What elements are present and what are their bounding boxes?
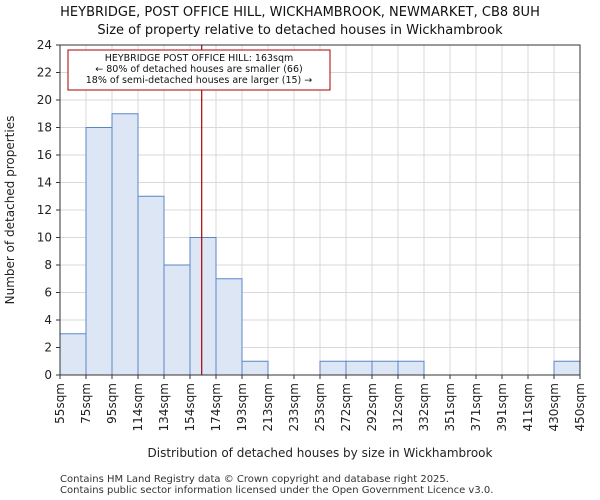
y-tick-label: 10 bbox=[37, 231, 52, 245]
x-tick-label: 430sqm bbox=[547, 383, 561, 431]
bar bbox=[215, 278, 243, 376]
x-tick-label: 272sqm bbox=[339, 383, 353, 431]
footer-line2: Contains public sector information licen… bbox=[60, 485, 494, 496]
bar bbox=[59, 333, 87, 376]
x-tick-label: 450sqm bbox=[573, 383, 587, 431]
y-tick-label: 18 bbox=[37, 121, 52, 135]
x-tick-label: 213sqm bbox=[261, 383, 275, 431]
y-tick-label: 16 bbox=[37, 148, 52, 162]
x-tick-label: 95sqm bbox=[105, 383, 119, 424]
bar bbox=[111, 113, 139, 376]
bar bbox=[371, 360, 399, 376]
bars bbox=[59, 113, 581, 376]
y-axis-label: Number of detached properties bbox=[3, 116, 17, 305]
bar bbox=[319, 360, 347, 376]
x-tick-label: 114sqm bbox=[131, 383, 145, 431]
bar bbox=[397, 360, 425, 376]
x-tick-label: 351sqm bbox=[443, 383, 457, 431]
y-tick-label: 20 bbox=[37, 93, 52, 107]
bar bbox=[345, 360, 373, 376]
x-tick-label: 292sqm bbox=[365, 383, 379, 431]
chart-title-line2: Size of property relative to detached ho… bbox=[97, 23, 503, 38]
y-tick-label: 22 bbox=[37, 66, 52, 80]
y-tick-label: 14 bbox=[37, 176, 52, 190]
bar bbox=[163, 264, 191, 376]
bar bbox=[137, 195, 165, 376]
annotation-line1: HEYBRIDGE POST OFFICE HILL: 163sqm bbox=[105, 53, 294, 64]
x-tick-label: 312sqm bbox=[391, 383, 405, 431]
x-tick-label: 75sqm bbox=[79, 383, 93, 424]
y-tick-label: 0 bbox=[44, 368, 52, 382]
x-tick-label: 253sqm bbox=[313, 383, 327, 431]
bar bbox=[241, 360, 269, 376]
x-tick-label: 371sqm bbox=[469, 383, 483, 431]
x-tick-label: 332sqm bbox=[417, 383, 431, 431]
x-tick-label: 193sqm bbox=[235, 383, 249, 431]
bar bbox=[85, 127, 113, 376]
footer-line1: Contains HM Land Registry data © Crown c… bbox=[60, 474, 449, 485]
y-tick-label: 2 bbox=[44, 341, 52, 355]
x-axis-label: Distribution of detached houses by size … bbox=[148, 446, 493, 460]
x-tick-label: 411sqm bbox=[521, 383, 535, 431]
annotation-line3: 18% of semi-detached houses are larger (… bbox=[86, 75, 313, 86]
y-tick-label: 12 bbox=[37, 203, 52, 217]
bar bbox=[553, 360, 581, 376]
bar bbox=[189, 237, 217, 376]
x-tick-label: 154sqm bbox=[183, 383, 197, 431]
x-tick-label: 233sqm bbox=[287, 383, 301, 431]
chart-title-line1: HEYBRIDGE, POST OFFICE HILL, WICKHAMBROO… bbox=[60, 5, 540, 20]
y-tick-label: 4 bbox=[44, 313, 52, 327]
x-axis-ticks: 55sqm 75sqm 95sqm 114sqm 134sqm 154sqm 174sqm 1… bbox=[53, 375, 587, 431]
x-tick-label: 174sqm bbox=[209, 383, 223, 431]
y-tick-label: 6 bbox=[44, 286, 52, 300]
annotation-box: HEYBRIDGE POST OFFICE HILL: 163sqm ← 80%… bbox=[67, 49, 331, 91]
x-tick-label: 134sqm bbox=[157, 383, 171, 431]
y-tick-label: 8 bbox=[44, 258, 52, 272]
annotation-line2: ← 80% of detached houses are smaller (66… bbox=[95, 64, 302, 75]
annotation-frame bbox=[67, 49, 331, 91]
y-tick-label: 24 bbox=[37, 38, 52, 52]
x-tick-label: 391sqm bbox=[495, 383, 509, 431]
x-tick-label: 55sqm bbox=[53, 383, 67, 424]
